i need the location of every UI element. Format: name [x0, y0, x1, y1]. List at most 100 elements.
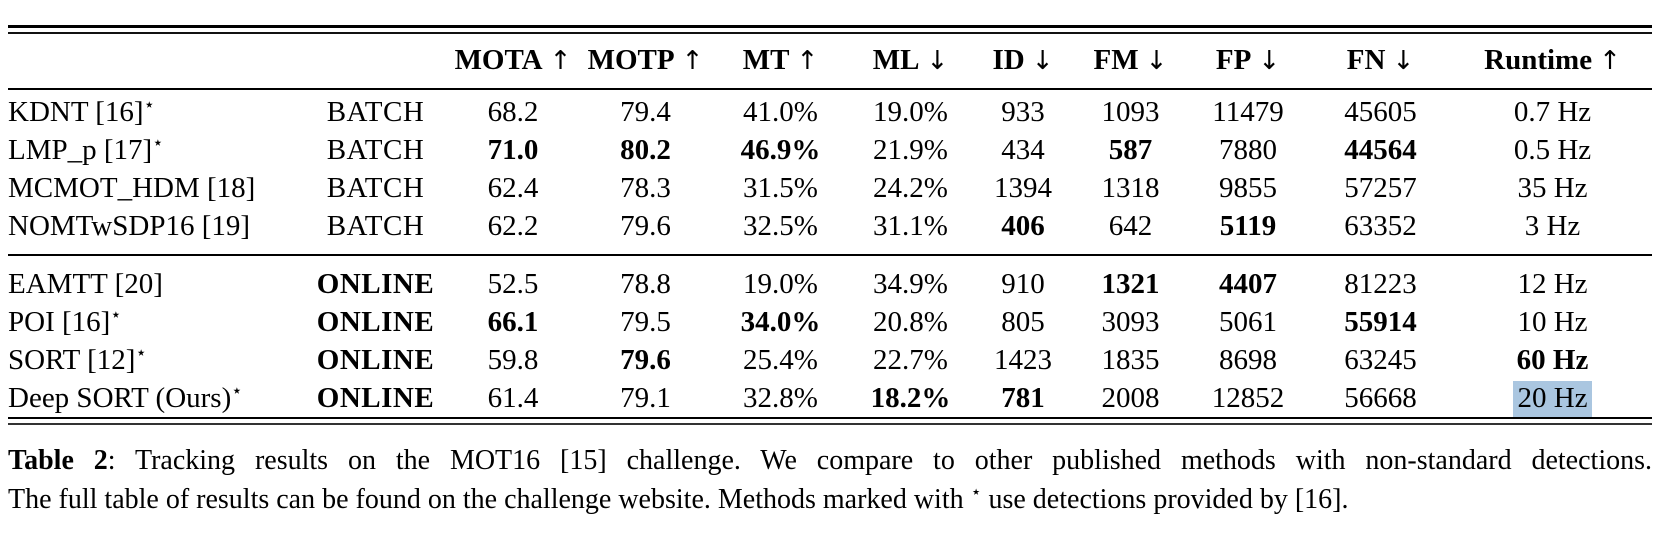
arrow-up-icon: ↑ — [549, 46, 572, 76]
cell-mota: 52.5 — [487, 268, 539, 300]
cell-runtime: 0.5 Hz — [1513, 134, 1592, 166]
column-header-method — [8, 34, 303, 90]
results-table: MOTA ↑ MOTP ↑ MT ↑ ML ↓ ID ↓ FM ↓ FP ↓ FN ↓ Runtime ↑ KDN… — [8, 34, 1652, 417]
method-name-cell: Deep SORT (Ours)⋆ — [8, 379, 303, 417]
cell-mota: 61.4 — [487, 382, 539, 414]
cell-runtime: 60 Hz — [1516, 344, 1589, 376]
table-top-rule — [8, 25, 1652, 34]
cell-fp: 4407 — [1219, 268, 1277, 300]
cell-fm: 3093 — [1101, 306, 1160, 338]
column-header-label: ID — [992, 44, 1025, 76]
cell-fn: 56668 — [1344, 382, 1417, 414]
cell-runtime: 35 Hz — [1517, 172, 1588, 204]
column-header-runtime: Runtime ↑ — [1453, 34, 1652, 90]
column-header-label: FN — [1346, 44, 1386, 76]
column-header-label: MOTA — [454, 44, 543, 76]
method-name: SORT [12] — [8, 344, 136, 376]
cell-mota: 62.4 — [487, 172, 539, 204]
cell-fm: 1318 — [1101, 172, 1160, 204]
table-row: MCMOT_HDM [18] BATCH 62.4 78.3 31.5% 24.2% 139… — [8, 169, 1652, 207]
cell-mt: 46.9% — [740, 134, 821, 166]
arrow-up-icon: ↑ — [1599, 46, 1621, 76]
cell-mt: 31.5% — [743, 172, 818, 204]
arrow-up-icon: ↑ — [796, 46, 819, 76]
mode-label: BATCH — [326, 210, 425, 242]
cell-ml: 19.0% — [873, 96, 948, 128]
caption-label: Table 2 — [8, 445, 108, 476]
caption-text-2: The full table of results can be found o… — [8, 484, 971, 515]
cell-mt: 32.5% — [743, 210, 818, 242]
cell-fm: 1835 — [1101, 344, 1160, 376]
cell-runtime: 10 Hz — [1517, 306, 1588, 338]
cell-ml: 24.2% — [873, 172, 948, 204]
table-header-row: MOTA ↑ MOTP ↑ MT ↑ ML ↓ ID ↓ FM ↓ FP ↓ FN ↓ Runtime ↑ — [8, 34, 1652, 90]
method-name-cell: MCMOT_HDM [18] — [8, 169, 303, 207]
mode-label: BATCH — [326, 172, 425, 204]
table-row: NOMTwSDP16 [19] BATCH 62.2 79.6 32.5% 31.1% 40… — [8, 207, 1652, 245]
cell-id: 1394 — [994, 172, 1052, 204]
arrow-down-icon: ↓ — [1258, 46, 1281, 76]
star-superscript: ⋆ — [110, 304, 122, 325]
cell-id: 781 — [1001, 382, 1045, 414]
cell-mota: 71.0 — [487, 134, 539, 166]
mode-label: BATCH — [326, 134, 425, 166]
cell-motp: 79.6 — [620, 210, 671, 242]
cell-id: 1423 — [994, 344, 1052, 376]
table-row: POI [16]⋆ ONLINE 66.1 79.5 34.0% 20.8% 805 3093… — [8, 303, 1652, 341]
star-glyph: ⋆ — [970, 482, 982, 502]
cell-fp: 8698 — [1219, 344, 1277, 376]
cell-id: 805 — [1001, 306, 1045, 338]
section-rule — [8, 254, 1652, 256]
method-name-cell: NOMTwSDP16 [19] — [8, 207, 303, 245]
cell-ml: 34.9% — [873, 268, 948, 300]
cell-ml: 22.7% — [873, 344, 948, 376]
cell-fm: 587 — [1108, 134, 1153, 166]
cell-runtime: 20 Hz — [1453, 379, 1652, 417]
cell-motp: 79.4 — [620, 96, 671, 128]
cell-fm: 642 — [1108, 210, 1153, 242]
table-header: MOTA ↑ MOTP ↑ MT ↑ ML ↓ ID ↓ FM ↓ FP ↓ FN ↓ Runtime ↑ — [8, 34, 1652, 90]
cell-fp: 5119 — [1219, 210, 1277, 242]
cell-fp: 7880 — [1219, 134, 1277, 166]
column-header-label: FP — [1215, 44, 1252, 76]
method-name-cell: POI [16]⋆ — [8, 303, 303, 341]
table-bottom-rule — [8, 417, 1652, 425]
cell-mota: 66.1 — [487, 306, 539, 338]
cell-mota: 68.2 — [487, 96, 539, 128]
cell-fn: 44564 — [1344, 134, 1417, 166]
cell-fp: 12852 — [1211, 382, 1285, 414]
column-header-label: Runtime — [1484, 44, 1593, 76]
mode-label: ONLINE — [316, 268, 435, 300]
table-row: KDNT [16]⋆ BATCH 68.2 79.4 41.0% 19.0% 933 1093… — [8, 89, 1652, 131]
cell-fn: 81223 — [1344, 268, 1417, 300]
arrow-down-icon: ↓ — [926, 46, 949, 76]
method-name: LMP_p [17] — [8, 134, 153, 166]
table-row: EAMTT [20] ONLINE 52.5 78.8 19.0% 34.9% 910 132… — [8, 265, 1652, 303]
column-header-label: ML — [872, 44, 920, 76]
method-name: KDNT [16] — [8, 96, 144, 128]
cell-fn: 63245 — [1344, 344, 1417, 376]
highlighted-runtime-value: 20 Hz — [1513, 381, 1592, 417]
cell-runtime: 3 Hz — [1524, 210, 1581, 242]
cell-mt: 19.0% — [743, 268, 818, 300]
method-name-cell: EAMTT [20] — [8, 265, 303, 303]
method-name-cell: SORT [12]⋆ — [8, 341, 303, 379]
column-header-label: FM — [1093, 44, 1139, 76]
cell-mota: 59.8 — [487, 344, 539, 376]
mode-label: ONLINE — [316, 306, 435, 338]
star-superscript: ⋆ — [231, 380, 243, 401]
star-superscript: ⋆ — [152, 132, 164, 153]
column-header-mt: MT ↑ — [713, 34, 848, 90]
mode-label: BATCH — [326, 96, 425, 128]
mode-label: ONLINE — [316, 382, 435, 414]
cell-fm: 2008 — [1101, 382, 1160, 414]
cell-fm: 1321 — [1101, 268, 1160, 300]
cell-motp: 79.5 — [620, 306, 671, 338]
cell-fn: 55914 — [1344, 306, 1417, 338]
table-row: LMP_p [17]⋆ BATCH 71.0 80.2 46.9% 21.9% 434 587… — [8, 131, 1652, 169]
caption-text-3: use detections provided by [16]. — [981, 484, 1349, 515]
cell-mt: 32.8% — [743, 382, 818, 414]
column-header-fm: FM ↓ — [1073, 34, 1188, 90]
cell-motp: 79.6 — [620, 344, 671, 376]
